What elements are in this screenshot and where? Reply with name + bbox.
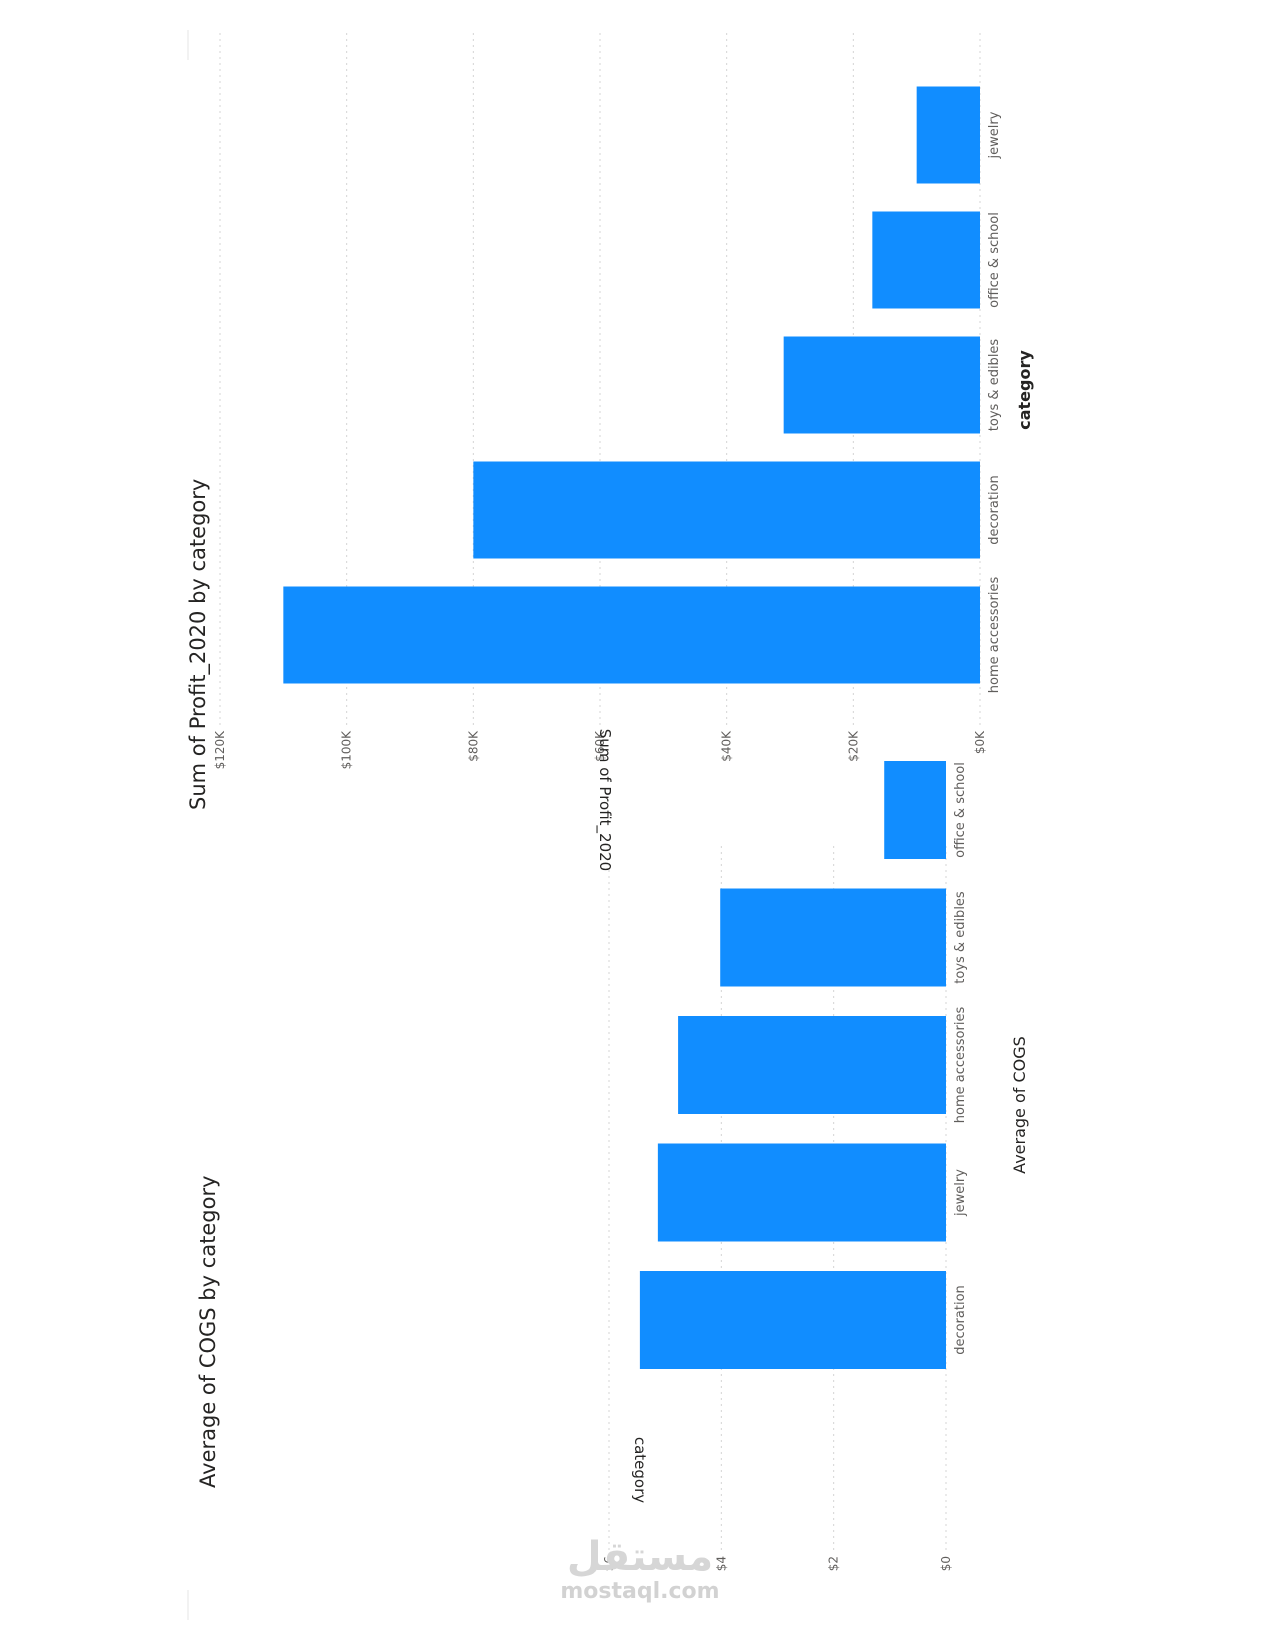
y-tick-label: $6 (602, 1556, 616, 1571)
watermark-url: mostaql.com (560, 1579, 720, 1604)
y-tick-label: $100K (340, 730, 354, 770)
x-tick-label: home accessories (953, 1007, 968, 1124)
bar[interactable] (473, 461, 980, 559)
bar[interactable] (916, 86, 981, 184)
x-tick-label: decoration (987, 475, 1002, 545)
x-tick-label: jewelry (953, 1169, 968, 1217)
y-tick-label: $0K (973, 730, 987, 754)
bar[interactable] (884, 761, 947, 859)
x-tick-label: jewelry (987, 111, 1002, 159)
y-tick-label: $120K (213, 730, 227, 770)
chart-title: Average of COGS by category (196, 1175, 220, 1488)
x-axis-label: category (631, 1437, 649, 1503)
y-tick-label: $80K (466, 730, 480, 762)
bar[interactable] (283, 586, 981, 684)
bar[interactable] (678, 1016, 947, 1114)
bar[interactable] (720, 888, 947, 987)
x-axis-label: category (1015, 350, 1034, 430)
y-tick-label: $40K (720, 730, 734, 762)
chart-average-cogs: Average of COGS by category decoration je… (196, 761, 1029, 1571)
x-tick-label: office & school (987, 212, 1002, 308)
bar[interactable] (657, 1143, 946, 1242)
bar[interactable] (639, 1271, 946, 1369)
watermark: مستقل mostaql.com (540, 1535, 740, 1604)
y-axis-label: Average of COGS (1010, 1036, 1029, 1174)
chart-sum-profit-2020: Sum of Profit_2020 by category home acce… (186, 30, 1034, 871)
chart-title: Sum of Profit_2020 by category (186, 479, 211, 810)
y-tick-label: $2 (827, 1556, 841, 1571)
y-axis-label: Sum of Profit_2020 (595, 729, 614, 871)
y-tick-label: $60K (593, 730, 607, 762)
x-tick-label: office & school (953, 762, 968, 858)
bar[interactable] (872, 211, 980, 309)
y-tick-label: $20K (846, 730, 860, 762)
y-tick-label: $4 (714, 1556, 728, 1571)
x-tick-label: toys & edibles (987, 339, 1002, 432)
bar[interactable] (783, 336, 981, 434)
watermark-logo: مستقل (566, 1534, 714, 1580)
y-tick-label: $0 (939, 1556, 953, 1571)
x-tick-label: decoration (953, 1285, 968, 1355)
x-tick-label: toys & edibles (953, 891, 968, 984)
x-tick-label: home accessories (987, 577, 1002, 694)
